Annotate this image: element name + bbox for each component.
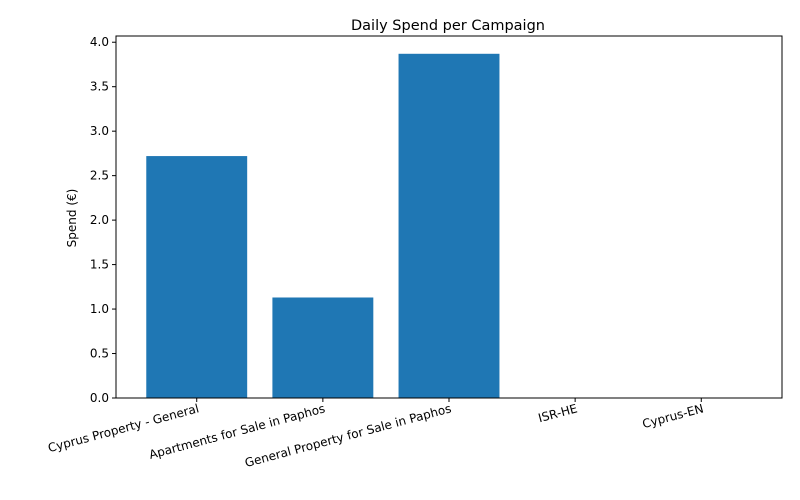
chart-title: Daily Spend per Campaign: [351, 18, 545, 34]
y-tick-label: 0.5: [90, 347, 109, 361]
y-tick-label: 1.0: [90, 302, 109, 316]
bars-group: [146, 53, 500, 398]
y-tick-label: 2.5: [90, 169, 109, 183]
y-tick-label: 1.5: [90, 258, 109, 272]
y-tick-label: 3.5: [90, 80, 109, 94]
x-tick-label: Cyprus-EN: [641, 401, 705, 431]
bar-0: [146, 156, 248, 398]
y-tick-label: 0.0: [90, 391, 109, 405]
plot-frame: [115, 35, 783, 399]
y-axis-title: Spend (€): [65, 189, 79, 248]
y-tick-label: 2.0: [90, 213, 109, 227]
y-tick-label: 4.0: [90, 35, 109, 49]
bar-2: [398, 53, 500, 398]
bar-1: [272, 297, 374, 398]
x-tick-label: ISR-HE: [537, 401, 579, 425]
x-tick-label: General Property for Sale in Paphos: [243, 401, 453, 470]
y-axis: 0.0 0.5 1.0 1.5 2.0 2.5 3.0 3.5 4.0: [90, 35, 116, 405]
y-tick-label: 3.0: [90, 124, 109, 138]
